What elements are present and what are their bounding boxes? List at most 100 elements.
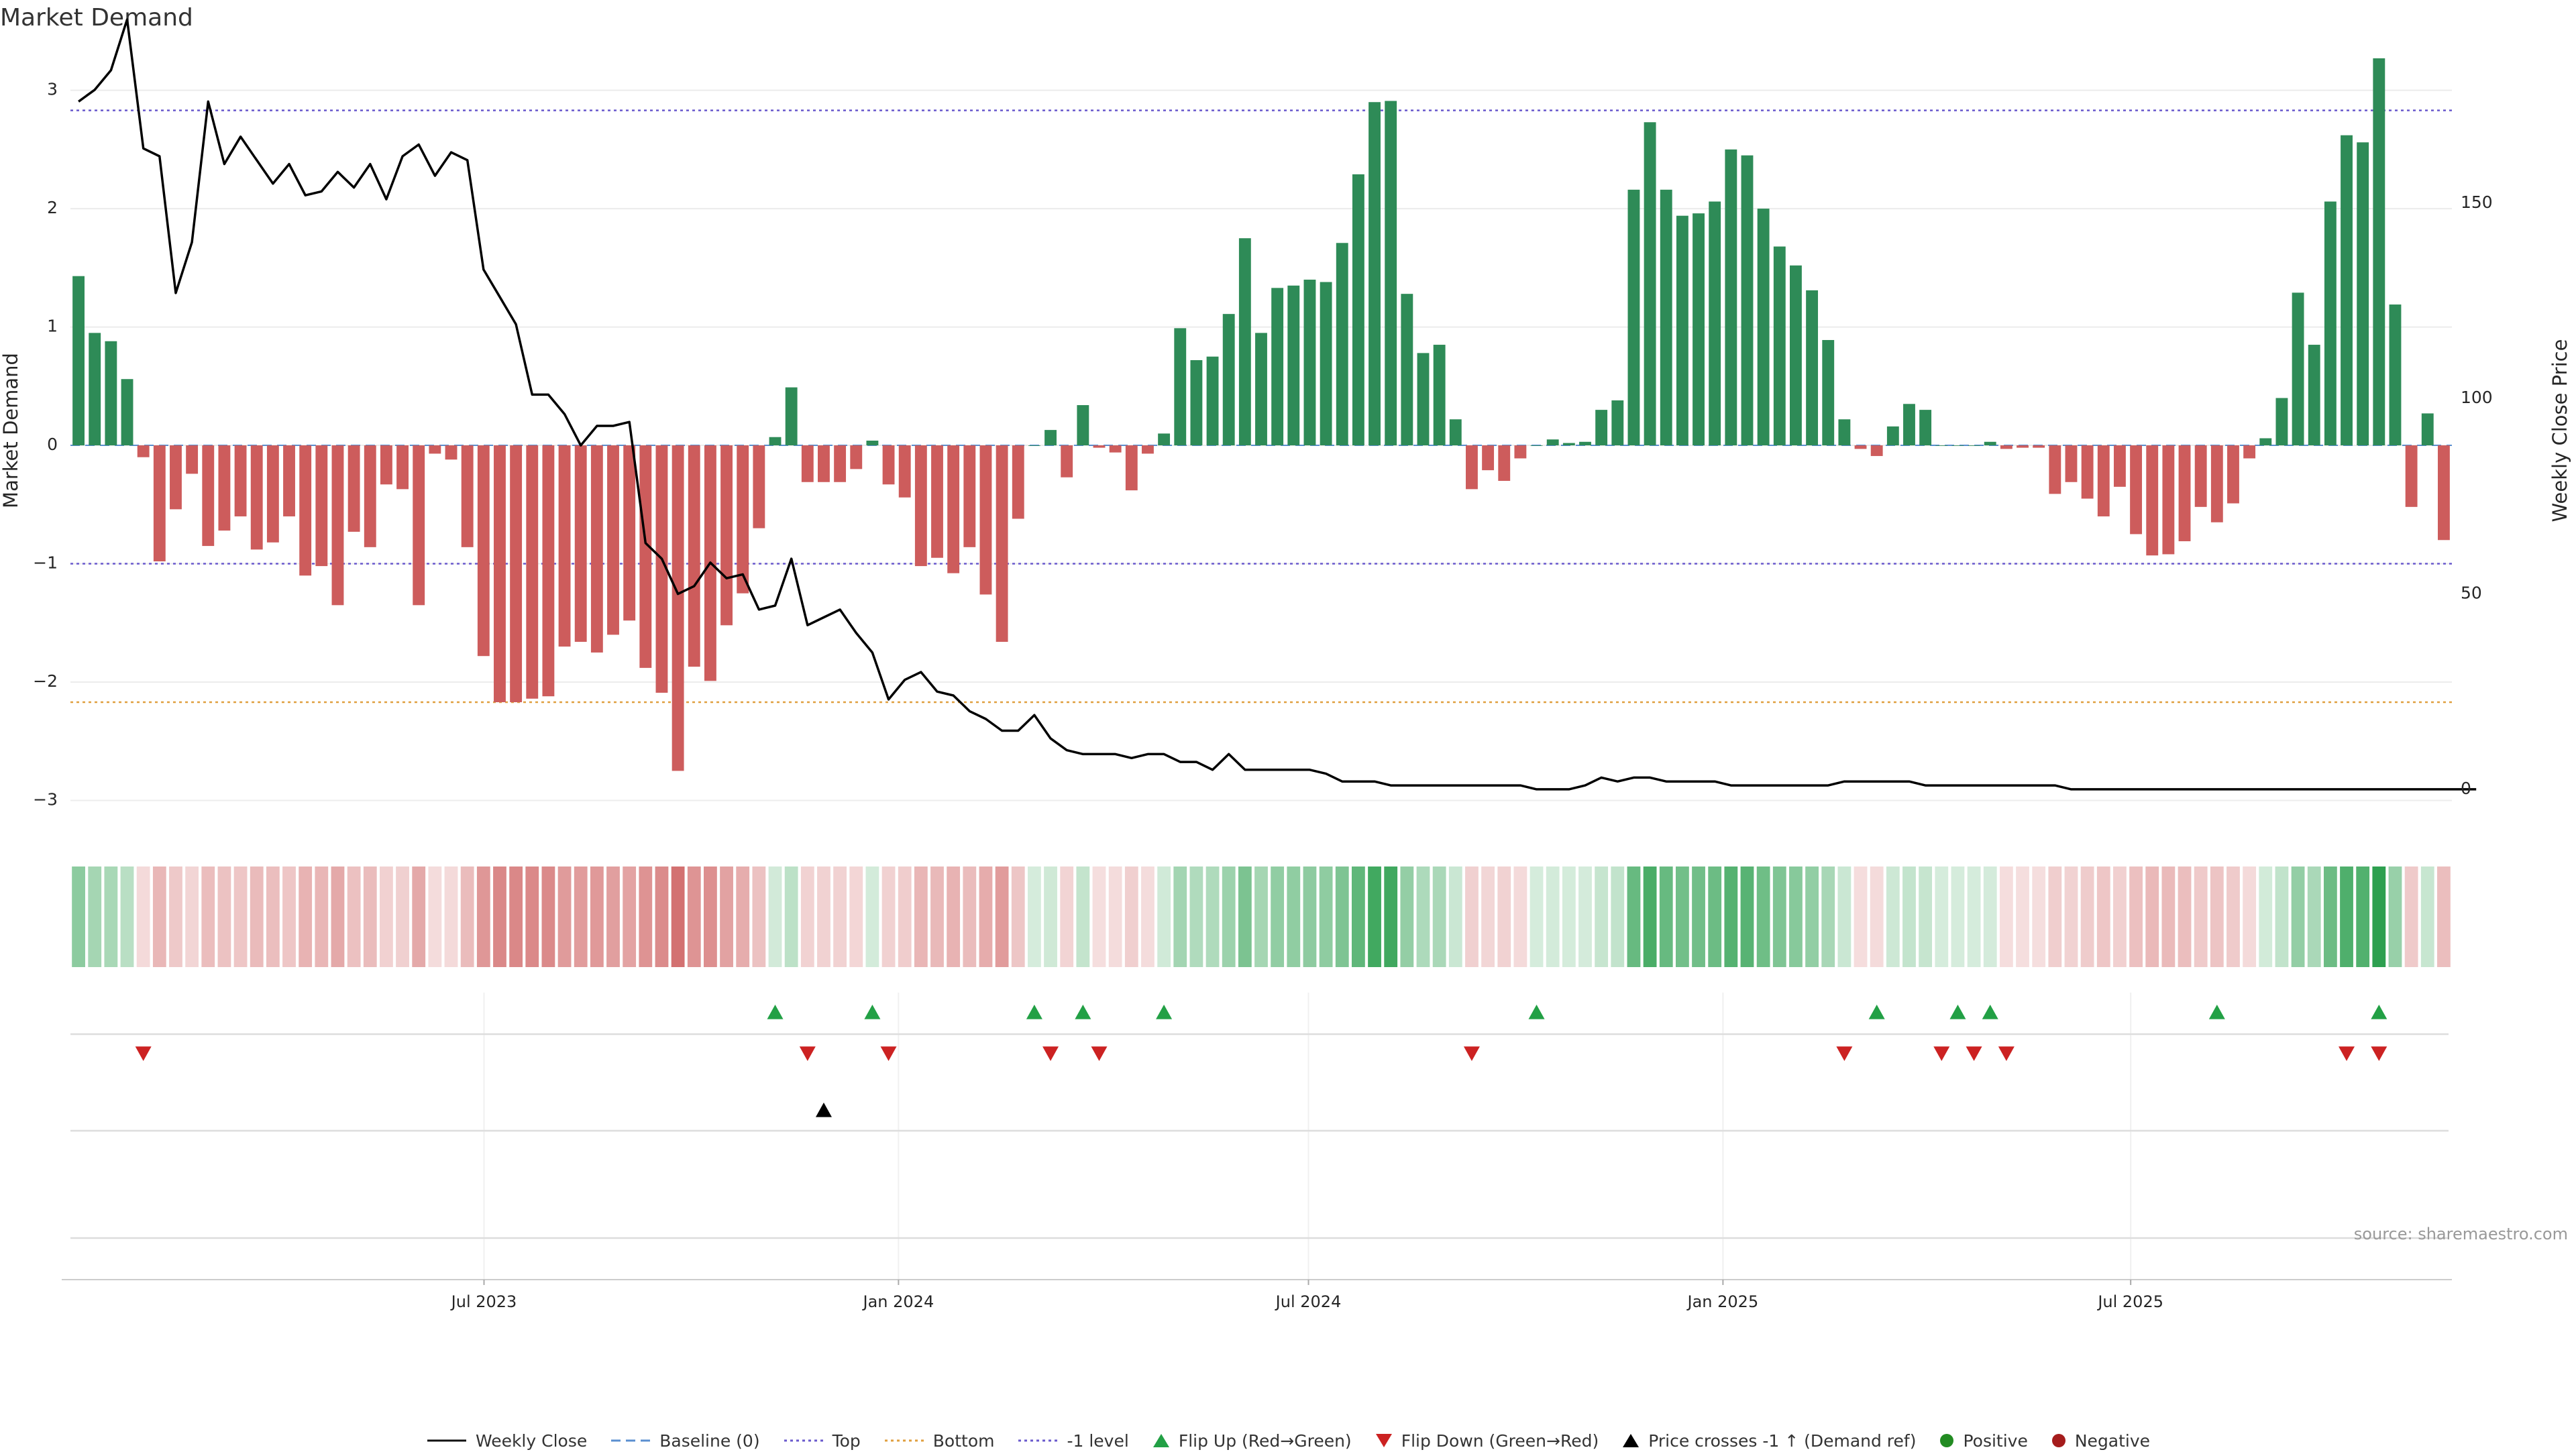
demand-bar	[510, 445, 523, 703]
demand-bar	[429, 445, 441, 454]
heat-strip-cell	[233, 866, 248, 967]
demand-bar	[2194, 445, 2207, 507]
demand-bar	[1984, 441, 1996, 446]
demand-bar	[2000, 445, 2012, 449]
heat-strip-cell	[881, 866, 896, 967]
demand-bar	[1951, 445, 1964, 446]
demand-bar	[413, 445, 425, 606]
heat-strip-cell	[768, 866, 782, 967]
heat-strip-cell	[1708, 866, 1722, 967]
heat-strip-cell	[1303, 866, 1317, 967]
heat-strip-cell	[428, 866, 442, 967]
heat-strip-cell	[1611, 866, 1625, 967]
legend-item: Price crosses -1 ↑ (Demand ref)	[1621, 1431, 1916, 1451]
heat-strip-cell	[2323, 866, 2337, 967]
heat-strip-cell	[849, 866, 863, 967]
flip-up-marker	[767, 1005, 784, 1019]
signal-markers	[135, 1005, 2387, 1117]
demand-bar	[2308, 345, 2320, 446]
demand-bar	[396, 445, 409, 490]
demand-bar	[1417, 353, 1430, 446]
heat-strip-cell	[979, 866, 993, 967]
demand-bar	[1449, 419, 1462, 446]
demand-bar	[1709, 201, 1721, 446]
demand-bar	[1125, 445, 1138, 491]
heat-strip-cell	[784, 866, 798, 967]
heat-strip-cell	[1448, 866, 1462, 967]
heat-strip-cell	[1902, 866, 1916, 967]
demand-bar	[1660, 189, 1672, 446]
y-tick-label: 2	[47, 198, 58, 217]
heat-strip-cell	[1092, 866, 1106, 967]
heat-strip-cell	[590, 866, 604, 967]
demand-bar	[769, 437, 782, 446]
demand-bar	[1206, 356, 1219, 446]
heat-strip-cell	[1238, 866, 1252, 967]
heat-strip-cell	[1578, 866, 1592, 967]
heat-strip-cell	[1400, 866, 1414, 967]
demand-bar	[1741, 155, 1754, 446]
heat-strip-cell	[817, 866, 830, 967]
heat-strip-cell	[266, 866, 280, 967]
x-axis: Jul 2023 Jan 2024 Jul 2024 Jan 2025 Jul 2025	[62, 1279, 2452, 1311]
heat-strip-cell	[2048, 866, 2062, 967]
heat-strip-cell	[460, 866, 474, 967]
heat-strip-cell	[282, 866, 296, 967]
heat-strip-cell	[1756, 866, 1770, 967]
heat-strip-cell	[541, 866, 555, 967]
heat-strip-cell	[315, 866, 329, 967]
heat-strip-cell	[639, 866, 653, 967]
demand-bar	[2275, 398, 2288, 446]
demand-bar	[2178, 445, 2191, 542]
heat-strip-cell	[687, 866, 701, 967]
demand-bar	[898, 445, 911, 498]
flip-up-marker	[1156, 1005, 1173, 1019]
heat-strip-cell	[833, 866, 847, 967]
heat-strip-cell	[380, 866, 393, 967]
demand-bar	[347, 445, 360, 532]
demand-bar	[1514, 445, 1527, 459]
line-dotted-top-swatch	[783, 1434, 824, 1447]
heat-strip-cell	[1157, 866, 1171, 967]
demand-bar	[979, 445, 992, 595]
legend-label: Positive	[1963, 1431, 2028, 1451]
heat-strip-cell	[201, 866, 215, 967]
demand-bar	[753, 445, 765, 528]
demand-bar	[1401, 294, 1413, 446]
flip-down-marker	[1933, 1046, 1950, 1061]
demand-bar	[364, 445, 376, 547]
demand-bar	[1190, 359, 1203, 446]
heat-strip-cell	[1854, 866, 1868, 967]
flip-up-marker	[1982, 1005, 1998, 1019]
heat-strip-cell	[1028, 866, 1041, 967]
demand-bar	[818, 445, 830, 482]
demand-bar	[331, 445, 344, 606]
demand-bar	[1336, 243, 1348, 446]
demand-bar	[2389, 304, 2402, 446]
demand-bar	[2113, 445, 2126, 487]
legend-label: Baseline (0)	[659, 1431, 760, 1451]
demand-bar	[914, 445, 927, 567]
legend-item: Weekly Close	[426, 1431, 587, 1451]
heat-strip-cell	[1254, 866, 1268, 967]
heat-strip-cell	[169, 866, 182, 967]
heat-strip-cell	[1108, 866, 1122, 967]
demand-bar	[1352, 174, 1364, 446]
demand-bar	[1028, 445, 1040, 446]
demand-bar	[2049, 445, 2061, 494]
demand-bar	[1595, 410, 1608, 446]
heat-strip-cell	[1513, 866, 1527, 967]
demand-bar	[947, 445, 960, 573]
heat-strip-cell	[2096, 866, 2110, 967]
demand-bar	[1725, 149, 1737, 446]
demand-bar	[218, 445, 231, 531]
demand-bar	[2081, 445, 2094, 499]
heat-strip-cell	[1335, 866, 1349, 967]
heat-strip-cell	[444, 866, 458, 967]
heat-strip-cell	[623, 866, 637, 967]
heat-strip-cell	[363, 866, 377, 967]
demand-bar	[1627, 189, 1640, 446]
heat-strip-cell	[752, 866, 766, 967]
heat-strip-cell	[704, 866, 717, 967]
legend-item: Bottom	[883, 1431, 994, 1451]
